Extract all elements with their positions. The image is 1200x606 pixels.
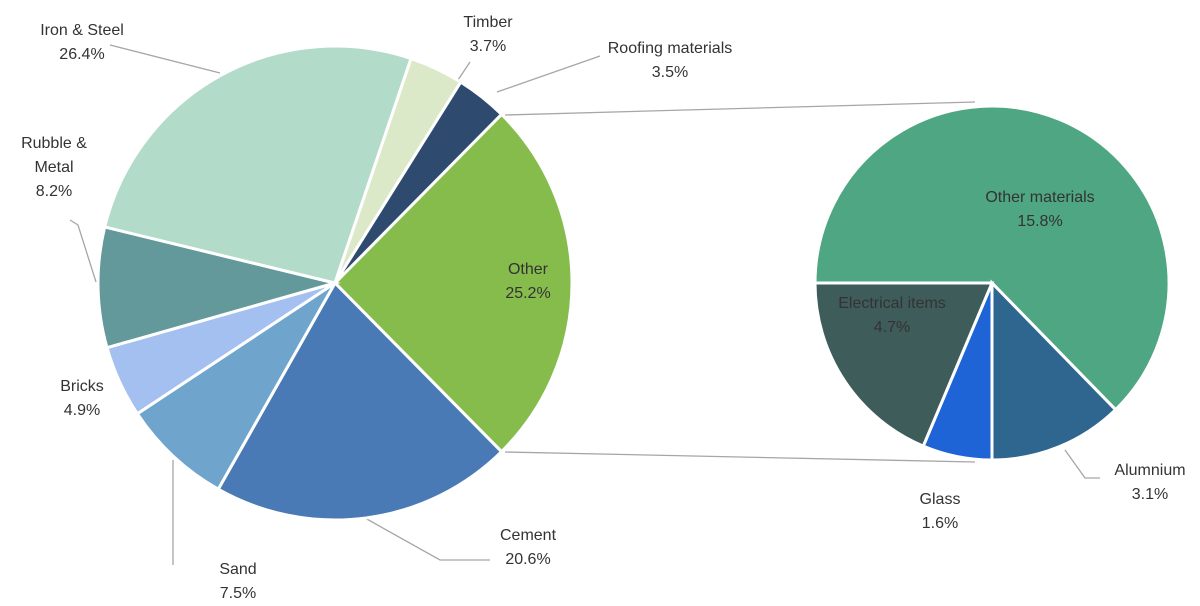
leader-line <box>1064 449 1100 479</box>
data-label: Iron & Steel 26.4% <box>40 19 124 67</box>
data-label: Roofing materials 3.5% <box>608 37 733 85</box>
label-text: 7.5% <box>219 585 257 602</box>
label-text: 3.5% <box>651 64 689 81</box>
label-text: Alumnium <box>1114 462 1186 479</box>
label-text: 3.1% <box>1131 486 1169 503</box>
label-text: Other <box>507 261 548 278</box>
pie-slice <box>96 225 341 350</box>
leader-line <box>496 55 601 93</box>
label-text: 25.2% <box>505 285 551 302</box>
data-label: Timber 3.7% <box>463 11 512 59</box>
label-text: 3.7% <box>469 38 507 55</box>
leader-line <box>109 44 221 74</box>
pie-slice <box>813 104 1171 412</box>
leader-line <box>69 219 97 283</box>
label-text: 1.6% <box>921 515 959 532</box>
label-text: Iron & Steel <box>40 22 124 39</box>
label-text: 15.8% <box>1017 213 1063 230</box>
pie-slice <box>333 80 504 285</box>
label-text: Roofing materials <box>607 40 733 57</box>
data-label: Sand 7.5% <box>219 558 256 606</box>
leader-line <box>457 61 471 81</box>
label-text: Glass <box>919 491 961 508</box>
label-text: Cement <box>499 527 557 544</box>
label-text: 4.9% <box>63 402 101 419</box>
data-label: Other 25.2% <box>505 258 550 306</box>
label-text: 4.7% <box>873 319 911 336</box>
pie-slice <box>135 281 337 492</box>
leader-line <box>504 451 976 463</box>
data-label: Alumnium 3.1% <box>1114 459 1185 507</box>
label-text: Sand <box>219 561 257 578</box>
label-text: 20.6% <box>505 551 551 568</box>
data-label: Bricks 4.9% <box>60 375 104 423</box>
label-text: 8.2% <box>35 183 73 200</box>
data-label: Glass 1.6% <box>920 488 961 536</box>
pie-slice <box>990 279 1118 462</box>
pie-slice <box>813 281 995 449</box>
leader-line <box>364 517 490 561</box>
data-label: Other materials 15.8% <box>985 186 1094 234</box>
data-label: Cement 20.6% <box>500 524 556 572</box>
label-text: 26.4% <box>59 46 105 63</box>
label-text: Bricks <box>60 378 104 395</box>
pie-slice <box>102 44 413 285</box>
label-text: Rubble & Metal <box>21 135 87 176</box>
label-text: Electrical items <box>838 295 946 312</box>
pie-slice <box>332 112 574 454</box>
label-text: Timber <box>463 14 513 31</box>
data-label: Rubble & Metal 8.2% <box>14 132 94 204</box>
label-text: Other materials <box>985 189 1095 206</box>
pie-slice <box>216 280 504 522</box>
data-label: Electrical items 4.7% <box>838 292 946 340</box>
leader-line <box>504 101 976 116</box>
